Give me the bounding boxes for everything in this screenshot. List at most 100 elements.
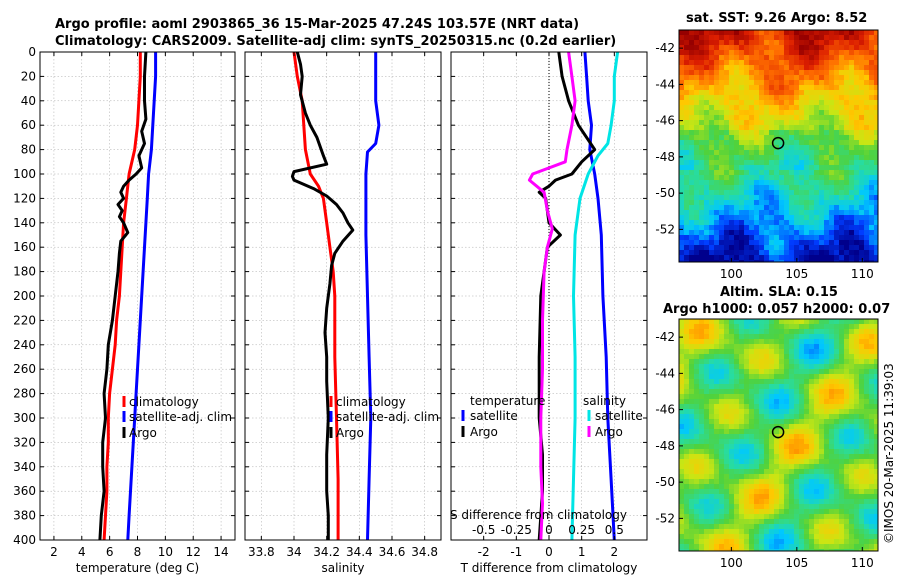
- sst-cell: [694, 145, 700, 151]
- sst-cell: [829, 30, 835, 36]
- sst-cell: [714, 100, 720, 106]
- sla-cell: [704, 389, 710, 395]
- legend-label-argo: Argo: [129, 426, 157, 440]
- sla-cell: [859, 364, 865, 370]
- sla-cell: [759, 329, 765, 335]
- sla-cell: [819, 469, 825, 475]
- sst-cell: [824, 200, 830, 206]
- sla-cell: [819, 344, 825, 350]
- sst-cell: [784, 100, 790, 106]
- sla-cell: [864, 509, 870, 515]
- sst-cell: [694, 185, 700, 191]
- sla-cell: [754, 449, 760, 455]
- sst-cell: [864, 30, 870, 36]
- sla-cell: [704, 374, 710, 380]
- sla-cell: [714, 539, 720, 545]
- sla-cell: [839, 399, 845, 405]
- sla-cell: [774, 404, 780, 410]
- sst-cell: [874, 230, 878, 236]
- sla-cell: [824, 449, 830, 455]
- sst-cell: [769, 35, 775, 41]
- sla-cell: [799, 469, 805, 475]
- sst-cell: [859, 230, 865, 236]
- sst-cell: [754, 155, 760, 161]
- sst-cell: [819, 155, 825, 161]
- sla-cell: [809, 334, 815, 340]
- sla-cell: [784, 539, 790, 545]
- sst-cell: [789, 190, 795, 196]
- sla-cell: [699, 544, 705, 550]
- sst-cell: [684, 100, 690, 106]
- sst-cell: [774, 250, 780, 256]
- sla-cell: [679, 519, 685, 525]
- sst-cell: [849, 95, 855, 101]
- sla-cell: [844, 519, 850, 525]
- sst-cell: [864, 105, 870, 111]
- sst-cell: [834, 185, 840, 191]
- sst-cell: [774, 50, 780, 56]
- sla-cell: [789, 429, 795, 435]
- sst-cell: [844, 260, 850, 262]
- sst-cell: [769, 250, 775, 256]
- sst-cell: [724, 195, 730, 201]
- sla-cell: [844, 539, 850, 545]
- sst-cell: [839, 150, 845, 156]
- sst-cell: [779, 255, 785, 261]
- sst-cell: [799, 30, 805, 36]
- sla-cell: [854, 489, 860, 495]
- sst-cell: [709, 135, 715, 141]
- sst-cell: [749, 85, 755, 91]
- sst-cell: [814, 175, 820, 181]
- sla-cell: [689, 394, 695, 400]
- sst-cell: [679, 220, 685, 226]
- sst-cell: [749, 110, 755, 116]
- sla-cell: [864, 409, 870, 415]
- sla-cell: [804, 434, 810, 440]
- sla-cell: [869, 384, 875, 390]
- sla-cell: [869, 409, 875, 415]
- sst-cell: [779, 175, 785, 181]
- sla-cell: [779, 479, 785, 485]
- sst-cell: [839, 105, 845, 111]
- sst-cell: [829, 195, 835, 201]
- sla-cell: [784, 464, 790, 470]
- sst-cell: [789, 70, 795, 76]
- sst-cell: [754, 245, 760, 251]
- sst-cell: [814, 145, 820, 151]
- sst-cell: [739, 30, 745, 36]
- sla-cell: [689, 464, 695, 470]
- sst-cell: [749, 75, 755, 81]
- sst-cell: [844, 175, 850, 181]
- sst-cell: [749, 65, 755, 71]
- sst-cell: [719, 215, 725, 221]
- sst-cell: [859, 240, 865, 246]
- sst-cell: [719, 120, 725, 126]
- sst-cell: [719, 245, 725, 251]
- sla-cell: [864, 389, 870, 395]
- sst-cell: [854, 45, 860, 51]
- sla-cell: [874, 359, 878, 365]
- sst-cell: [869, 225, 875, 231]
- sla-cell: [814, 529, 820, 535]
- sst-cell: [694, 120, 700, 126]
- sst-cell: [874, 30, 878, 36]
- sla-cell: [874, 434, 878, 440]
- sla-cell: [804, 484, 810, 490]
- y-tick-label: 340: [13, 460, 36, 474]
- sla-cell: [824, 534, 830, 540]
- sla-cell: [864, 469, 870, 475]
- sla-cell: [704, 469, 710, 475]
- sla-cell: [739, 439, 745, 445]
- sla-cell: [769, 509, 775, 515]
- sst-cell: [704, 155, 710, 161]
- sla-cell: [859, 374, 865, 380]
- sla-cell: [804, 389, 810, 395]
- sst-cell: [689, 160, 695, 166]
- sla-cell: [749, 394, 755, 400]
- sst-cell: [869, 200, 875, 206]
- sst-cell: [754, 70, 760, 76]
- sst-cell: [694, 155, 700, 161]
- sst-cell: [704, 70, 710, 76]
- sla-cell: [854, 474, 860, 480]
- sst-cell: [784, 210, 790, 216]
